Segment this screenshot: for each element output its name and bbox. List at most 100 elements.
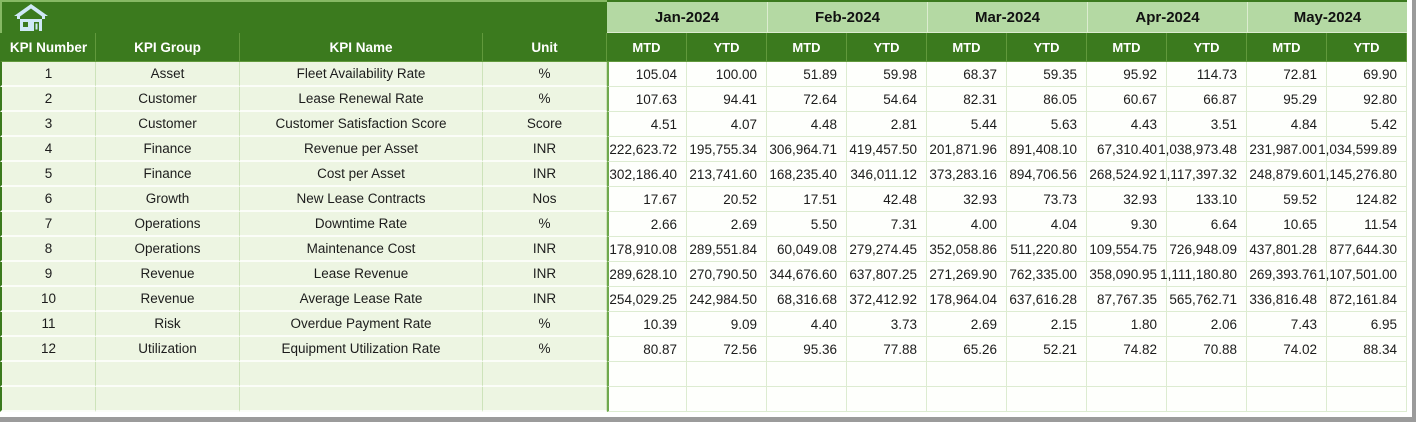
cell-value[interactable]: 2.66 — [607, 212, 687, 237]
cell-kpi-group[interactable] — [96, 362, 240, 387]
cell-value[interactable]: 1,111,180.80 — [1160, 262, 1247, 287]
cell-value[interactable]: 88.34 — [1327, 337, 1407, 362]
cell-value[interactable]: 92.80 — [1327, 87, 1407, 112]
cell-value[interactable]: 73.73 — [1007, 187, 1087, 212]
cell-value[interactable]: 4.84 — [1247, 112, 1327, 137]
cell-value[interactable]: 289,628.10 — [607, 262, 687, 287]
col-header-kpi-number[interactable]: KPI Number — [0, 33, 96, 62]
cell-value[interactable]: 195,755.34 — [687, 137, 767, 162]
cell-value[interactable]: 72.64 — [767, 87, 847, 112]
cell-value[interactable]: 352,058.86 — [927, 237, 1007, 262]
cell-value[interactable]: 222,623.72 — [607, 137, 687, 162]
cell-kpi-name[interactable]: Maintenance Cost — [240, 237, 483, 262]
cell-value[interactable] — [1327, 387, 1407, 412]
cell-value[interactable]: 269,393.76 — [1247, 262, 1327, 287]
cell-unit[interactable]: INR — [483, 287, 607, 312]
cell-value[interactable] — [927, 387, 1007, 412]
cell-value[interactable]: 4.48 — [767, 112, 847, 137]
cell-value[interactable]: 4.07 — [687, 112, 767, 137]
cell-value[interactable] — [767, 387, 847, 412]
cell-value[interactable]: 9.09 — [687, 312, 767, 337]
cell-value[interactable]: 69.90 — [1327, 62, 1407, 87]
cell-value[interactable] — [1087, 362, 1167, 387]
cell-value[interactable]: 1,107,501.00 — [1318, 262, 1407, 287]
col-header-kpi-group[interactable]: KPI Group — [96, 33, 240, 62]
cell-value[interactable]: 68.37 — [927, 62, 1007, 87]
cell-value[interactable]: 4.00 — [927, 212, 1007, 237]
cell-value[interactable]: 178,964.04 — [927, 287, 1007, 312]
cell-value[interactable]: 358,090.95 — [1087, 262, 1167, 287]
cell-value[interactable]: 178,910.08 — [607, 237, 687, 262]
cell-value[interactable]: 11.54 — [1327, 212, 1407, 237]
cell-value[interactable] — [687, 387, 767, 412]
col-header-ytd[interactable]: YTD — [1007, 33, 1087, 62]
cell-kpi-name[interactable]: New Lease Contracts — [240, 187, 483, 212]
cell-value[interactable]: 86.05 — [1007, 87, 1087, 112]
cell-value[interactable]: 9.30 — [1087, 212, 1167, 237]
cell-value[interactable]: 74.82 — [1087, 337, 1167, 362]
cell-value[interactable]: 70.88 — [1167, 337, 1247, 362]
cell-value[interactable]: 10.65 — [1247, 212, 1327, 237]
cell-value[interactable]: 231,987.00 — [1247, 137, 1327, 162]
col-header-ytd[interactable]: YTD — [687, 33, 767, 62]
cell-value[interactable]: 42.48 — [847, 187, 927, 212]
cell-value[interactable]: 894,706.56 — [1007, 162, 1087, 187]
cell-kpi-group[interactable]: Finance — [96, 162, 240, 187]
cell-kpi-group[interactable] — [96, 387, 240, 412]
cell-unit[interactable]: % — [483, 62, 607, 87]
cell-unit[interactable]: INR — [483, 237, 607, 262]
col-header-mtd[interactable]: MTD — [1247, 33, 1327, 62]
cell-value[interactable]: 213,741.60 — [687, 162, 767, 187]
cell-value[interactable]: 762,335.00 — [1007, 262, 1087, 287]
col-header-ytd[interactable]: YTD — [1167, 33, 1247, 62]
cell-value[interactable] — [1167, 362, 1247, 387]
cell-unit[interactable]: INR — [483, 137, 607, 162]
cell-kpi-number[interactable] — [0, 362, 96, 387]
cell-value[interactable]: 7.43 — [1247, 312, 1327, 337]
cell-value[interactable]: 248,879.60 — [1247, 162, 1327, 187]
month-header-cell[interactable]: May-2024 — [1247, 2, 1407, 33]
cell-value[interactable]: 5.50 — [767, 212, 847, 237]
cell-kpi-name[interactable]: Revenue per Asset — [240, 137, 483, 162]
cell-value[interactable]: 4.40 — [767, 312, 847, 337]
cell-value[interactable]: 80.87 — [607, 337, 687, 362]
cell-kpi-number[interactable]: 1 — [0, 62, 96, 87]
cell-kpi-group[interactable]: Finance — [96, 137, 240, 162]
month-header-cell[interactable]: Feb-2024 — [767, 2, 927, 33]
cell-value[interactable]: 95.29 — [1247, 87, 1327, 112]
cell-value[interactable]: 346,011.12 — [847, 162, 927, 187]
cell-value[interactable]: 133.10 — [1167, 187, 1247, 212]
cell-value[interactable]: 94.41 — [687, 87, 767, 112]
cell-value[interactable]: 2.69 — [927, 312, 1007, 337]
cell-value[interactable]: 419,457.50 — [847, 137, 927, 162]
cell-value[interactable]: 2.15 — [1007, 312, 1087, 337]
cell-value[interactable]: 891,408.10 — [1007, 137, 1087, 162]
col-header-mtd[interactable]: MTD — [767, 33, 847, 62]
cell-value[interactable]: 6.95 — [1327, 312, 1407, 337]
cell-value[interactable]: 201,871.96 — [927, 137, 1007, 162]
cell-kpi-number[interactable]: 8 — [0, 237, 96, 262]
cell-kpi-group[interactable]: Growth — [96, 187, 240, 212]
month-header-cell[interactable]: Jan-2024 — [607, 2, 767, 33]
cell-value[interactable]: 100.00 — [687, 62, 767, 87]
cell-value[interactable]: 68,316.68 — [767, 287, 847, 312]
cell-kpi-name[interactable] — [240, 387, 483, 412]
cell-value[interactable] — [1007, 362, 1087, 387]
cell-value[interactable]: 60,049.08 — [767, 237, 847, 262]
cell-value[interactable]: 437,801.28 — [1247, 237, 1327, 262]
cell-value[interactable]: 77.88 — [847, 337, 927, 362]
cell-kpi-group[interactable]: Utilization — [96, 337, 240, 362]
cell-value[interactable]: 72.81 — [1247, 62, 1327, 87]
cell-kpi-name[interactable]: Fleet Availability Rate — [240, 62, 483, 87]
cell-kpi-group[interactable]: Operations — [96, 212, 240, 237]
horizontal-scrollbar-track[interactable] — [0, 417, 1416, 422]
cell-unit[interactable]: % — [483, 337, 607, 362]
cell-value[interactable]: 87,767.35 — [1087, 287, 1167, 312]
cell-value[interactable]: 51.89 — [767, 62, 847, 87]
cell-kpi-number[interactable]: 11 — [0, 312, 96, 337]
cell-value[interactable]: 32.93 — [1087, 187, 1167, 212]
month-header-cell[interactable]: Mar-2024 — [927, 2, 1087, 33]
cell-value[interactable]: 242,984.50 — [687, 287, 767, 312]
cell-value[interactable]: 54.64 — [847, 87, 927, 112]
cell-unit[interactable]: % — [483, 87, 607, 112]
